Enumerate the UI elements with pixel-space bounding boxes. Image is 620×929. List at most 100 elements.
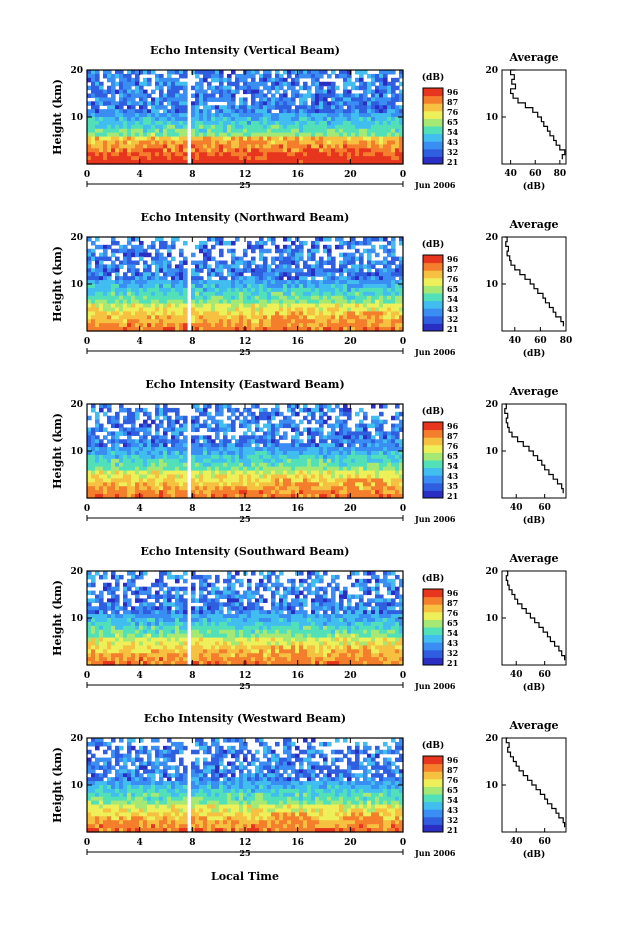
- heatmap-cell: [155, 252, 160, 258]
- heatmap-cell: [167, 486, 172, 491]
- colorbar-segment: [423, 262, 443, 271]
- heatmap-cell: [251, 315, 256, 320]
- heatmap-cell: [183, 478, 188, 483]
- heatmap-cell: [367, 256, 372, 262]
- heatmap-cell: [311, 407, 316, 413]
- heatmap-cell: [95, 144, 100, 149]
- heatmap-cell: [247, 323, 252, 328]
- heatmap-cell: [103, 124, 108, 130]
- heatmap-cell: [311, 280, 316, 285]
- heatmap-cell: [99, 117, 104, 122]
- heatmap-cell: [179, 128, 184, 134]
- heatmap-cell: [123, 97, 128, 102]
- heatmap-cell: [283, 248, 288, 254]
- heatmap-cell: [359, 124, 364, 130]
- heatmap-cell: [211, 280, 216, 285]
- heatmap-cell: [247, 319, 252, 324]
- heatmap-cell: [371, 73, 376, 79]
- heatmap-cell: [203, 152, 208, 157]
- heatmap-cell: [295, 256, 300, 262]
- heatmap-cell: [311, 156, 316, 161]
- heatmap-cell: [367, 423, 372, 429]
- heatmap-cell: [123, 113, 128, 118]
- heatmap-cell: [131, 482, 136, 487]
- heatmap-cell: [119, 276, 124, 281]
- heatmap-cell: [107, 156, 112, 161]
- heatmap-cell: [287, 144, 292, 149]
- heatmap-cell: [311, 81, 316, 87]
- heatmap-cell: [339, 466, 344, 472]
- heatmap-cell: [183, 482, 188, 487]
- heatmap-cell: [127, 407, 132, 413]
- heatmap-cell: [275, 136, 280, 142]
- heatmap-cell: [107, 268, 112, 273]
- heatmap-cell: [191, 311, 196, 316]
- heatmap-cell: [375, 148, 380, 153]
- heatmap-cell: [155, 291, 160, 297]
- heatmap-cell: [255, 486, 260, 491]
- heatmap-cell: [315, 132, 320, 138]
- heatmap-cell: [327, 315, 332, 320]
- heatmap-cell: [103, 252, 108, 258]
- heatmap-cell: [231, 407, 236, 413]
- heatmap-cell: [395, 299, 400, 305]
- heatmap-cell: [235, 407, 240, 413]
- heatmap-cell: [247, 419, 252, 425]
- heatmap-cell: [271, 299, 276, 305]
- heatmap-cell: [335, 490, 340, 495]
- heatmap-cell: [295, 128, 300, 134]
- heatmap-cell: [235, 276, 240, 281]
- heatmap-cell: [335, 93, 340, 99]
- heatmap-cell: [383, 307, 388, 313]
- heatmap-cell: [331, 327, 336, 332]
- heatmap-cell: [359, 423, 364, 429]
- heatmap-cell: [383, 128, 388, 134]
- heatmap-cell: [275, 156, 280, 161]
- heatmap-cell: [95, 423, 100, 429]
- heatmap-cell: [267, 327, 272, 332]
- heatmap-cell: [275, 311, 280, 316]
- heatmap-cell: [323, 132, 328, 138]
- heatmap-cell: [183, 490, 188, 495]
- heatmap-cell: [375, 132, 380, 138]
- heatmap-cell: [159, 128, 164, 134]
- heatmap-cell: [355, 132, 360, 138]
- heatmap-cell: [299, 105, 304, 110]
- colorbar-unit: (dB): [422, 72, 444, 83]
- heatmap-cell: [183, 474, 188, 480]
- heatmap-cell: [319, 109, 324, 114]
- heatmap-cell: [87, 252, 92, 258]
- heatmap-cell: [247, 454, 252, 460]
- heatmap-cell: [127, 70, 132, 75]
- heatmap-cell: [363, 311, 368, 316]
- heatmap-cell: [335, 454, 340, 460]
- heatmap-cell: [271, 431, 276, 436]
- heatmap-cell: [271, 411, 276, 417]
- heatmap-cell: [247, 315, 252, 320]
- heatmap-cell: [323, 447, 328, 452]
- heatmap-cell: [207, 97, 212, 102]
- heatmap-cell: [139, 120, 144, 126]
- heatmap-cell: [203, 124, 208, 130]
- heatmap-cell: [291, 470, 296, 476]
- heatmap-cell: [135, 407, 140, 413]
- heatmap-cell: [267, 264, 272, 269]
- heatmap-cell: [319, 136, 324, 142]
- heatmap-cell: [119, 260, 124, 266]
- heatmap-cell: [323, 97, 328, 102]
- heatmap-cell: [183, 307, 188, 313]
- heatmap-cell: [231, 256, 236, 262]
- heatmap-cell: [271, 287, 276, 293]
- heatmap-cell: [363, 237, 368, 242]
- heatmap-cell: [231, 136, 236, 142]
- heatmap-cell: [123, 276, 128, 281]
- heatmap-cell: [319, 462, 324, 468]
- heatmap-cell: [371, 447, 376, 452]
- heatmap-cell: [91, 291, 96, 297]
- heatmap-cell: [379, 120, 384, 126]
- heatmap-cell: [295, 454, 300, 460]
- heatmap-cell: [147, 77, 152, 83]
- heatmap-cell: [163, 486, 168, 491]
- heatmap-cell: [127, 451, 132, 456]
- heatmap-cell: [87, 299, 92, 305]
